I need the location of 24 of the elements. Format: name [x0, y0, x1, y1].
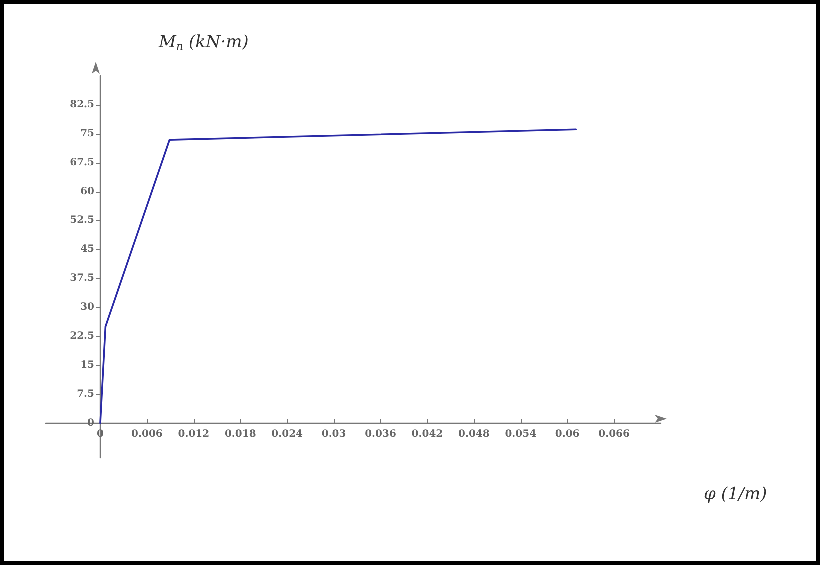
line-series: [100, 128, 578, 424]
y-tick-label: 75: [80, 128, 95, 140]
x-tick-label: 0.066: [598, 428, 630, 440]
y-tick-label: 45: [80, 244, 95, 256]
x-tick-label: 0.048: [458, 428, 490, 440]
x-tick-label: 0.036: [365, 428, 396, 440]
x-tick-label: 0.012: [178, 428, 210, 440]
x-tick-label: 0.018: [224, 428, 256, 440]
x-tick-label: 0.006: [132, 428, 163, 440]
x-axis-title: φ (1/m): [704, 484, 768, 504]
x-tick-label: 0.054: [505, 428, 537, 440]
y-tick-label: 7.5: [77, 388, 95, 400]
y-tick-label: 22.5: [70, 330, 95, 342]
y-tick-label: 82.5: [70, 99, 95, 110]
y-tick-label: 37.5: [70, 273, 95, 284]
x-tick-label: 0.03: [322, 428, 346, 440]
y-tick-label: 67.5: [70, 157, 95, 168]
y-tick-label: 15: [80, 360, 95, 371]
x-tick-label: 0.042: [412, 428, 444, 440]
x-tick-label: 0.024: [272, 428, 304, 440]
y-tick-label: 30: [80, 302, 95, 314]
y-tick-label: 60: [80, 186, 95, 198]
y-tick-label: 52.5: [70, 215, 95, 226]
x-tick-label: 0.06: [555, 428, 580, 440]
